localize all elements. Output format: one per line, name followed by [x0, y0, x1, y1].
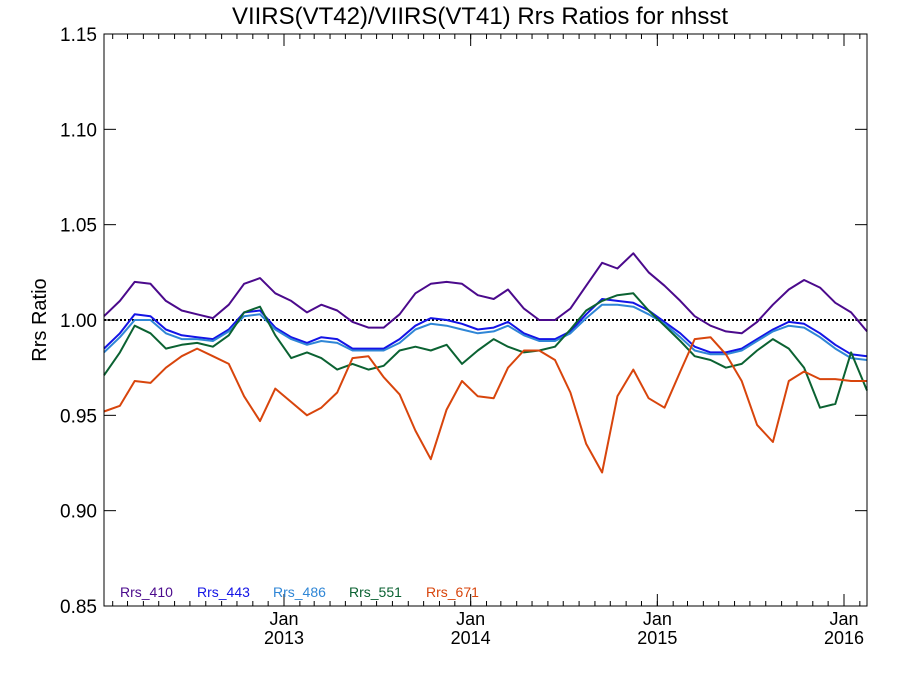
- plot-frame: [103, 33, 868, 607]
- chart-title: VIIRS(VT42)/VIIRS(VT41) Rrs Ratios for n…: [232, 3, 728, 30]
- series-line-rrs-443: [103, 298, 868, 358]
- legend: Rrs_410 Rrs_443 Rrs_486 Rrs_551 Rrs_671: [120, 584, 479, 600]
- series-lines: [103, 252, 868, 474]
- legend-entry: Rrs_551: [349, 584, 402, 600]
- y-tick-label: 0.95: [60, 406, 97, 427]
- y-tick-label: 1.10: [60, 120, 97, 141]
- series-line-rrs-671: [103, 336, 867, 474]
- x-tick-year: 2013: [264, 628, 304, 648]
- y-tick-labels: 0.85 0.90 0.95 1.00 1.05 1.10 1.15: [60, 25, 97, 618]
- y-tick-label: 1.00: [60, 311, 97, 332]
- series-line-rrs-486: [103, 303, 868, 361]
- legend-entry: Rrs_443: [197, 584, 250, 600]
- y-tick-label: 0.85: [60, 597, 97, 618]
- x-tick-month: Jan: [829, 609, 858, 629]
- x-tick-month: Jan: [456, 609, 485, 629]
- x-tick-month: Jan: [643, 609, 672, 629]
- y-tick-label: 1.15: [60, 25, 97, 46]
- x-tick-year: 2014: [451, 628, 491, 648]
- x-tick-month: Jan: [269, 609, 298, 629]
- x-tick-year: 2016: [824, 628, 864, 648]
- legend-entry: Rrs_671: [426, 584, 479, 600]
- y-tick-label: 1.05: [60, 216, 97, 237]
- x-tick-year: 2015: [637, 628, 677, 648]
- series-line-rrs-551: [103, 292, 868, 409]
- y-tick-label: 0.90: [60, 502, 97, 523]
- legend-entry: Rrs_486: [273, 584, 326, 600]
- y-axis-label: Rrs Ratio: [29, 278, 51, 361]
- legend-entry: Rrs_410: [120, 584, 173, 600]
- series-line-rrs-410: [103, 252, 868, 335]
